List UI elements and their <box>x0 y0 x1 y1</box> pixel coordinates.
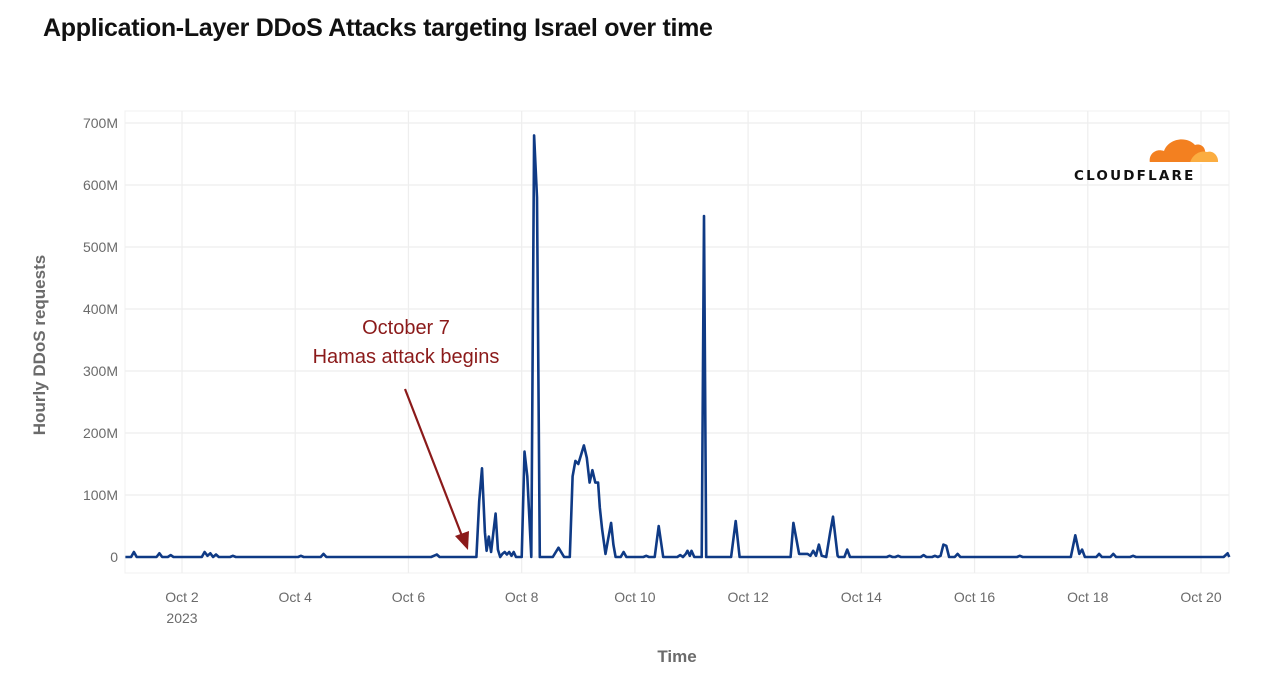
gridlines <box>124 110 1230 574</box>
annotation-arrow-shaft <box>403 388 464 537</box>
series-line <box>125 134 1231 559</box>
x-axis-ticks: Oct 2 2023 Oct 4 Oct 6 Oct 8 Oct 10 Oct 12 Oct … <box>165 589 1222 626</box>
x-tick-label: Oct 16 <box>954 589 995 605</box>
cloud-icon <box>1148 139 1220 164</box>
x-tick-label: Oct 10 <box>614 589 655 605</box>
y-tick-label: 600M <box>83 177 118 193</box>
y-tick-label: 0 <box>110 549 118 565</box>
annotation-line2: Hamas attack begins <box>313 346 500 368</box>
x-tick-label: Oct 8 <box>505 589 539 605</box>
y-tick-label: 400M <box>83 301 118 317</box>
x-tick-label: Oct 2 <box>165 589 199 605</box>
annotation-arrow-head-icon <box>455 531 469 550</box>
annotation: October 7 Hamas attack begins <box>313 317 500 550</box>
y-axis-title: Hourly DDoS requests <box>30 255 49 435</box>
y-tick-label: 100M <box>83 487 118 503</box>
y-tick-label: 300M <box>83 363 118 379</box>
y-tick-label: 200M <box>83 425 118 441</box>
annotation-line1: October 7 <box>362 317 450 339</box>
chart-title: Application-Layer DDoS Attacks targeting… <box>43 14 713 42</box>
x-tick-label: Oct 12 <box>727 589 768 605</box>
y-tick-label: 700M <box>83 115 118 131</box>
x-tick-label: Oct 4 <box>278 589 312 605</box>
x-tick-label: Oct 6 <box>392 589 426 605</box>
y-axis-ticks: 0 100M 200M 300M 400M 500M 600M 700M <box>83 115 118 565</box>
x-tick-year: 2023 <box>166 610 197 626</box>
x-axis-title: Time <box>657 647 696 666</box>
x-tick-label: Oct 18 <box>1067 589 1108 605</box>
x-tick-label: Oct 20 <box>1180 589 1221 605</box>
y-tick-label: 500M <box>83 239 118 255</box>
x-tick-label: Oct 14 <box>841 589 882 605</box>
cloudflare-logo-text: CLOUDFLARE <box>1074 168 1196 184</box>
